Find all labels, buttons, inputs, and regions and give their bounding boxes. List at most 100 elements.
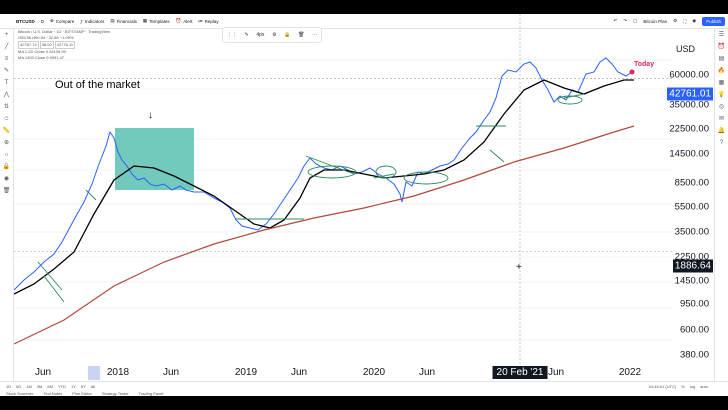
- pattern-icon[interactable]: ⋀: [4, 92, 9, 98]
- eye-icon[interactable]: ◉: [3, 176, 10, 182]
- ideas-icon[interactable]: 💡: [717, 92, 726, 98]
- indicators-label: Indicators: [84, 18, 105, 24]
- drag-handle-icon[interactable]: ⋮⋮: [226, 32, 237, 38]
- time-tick: 2020: [362, 367, 386, 378]
- panel-tab[interactable]: Strategy Tester: [101, 391, 129, 396]
- settings-icon[interactable]: ⚙: [673, 18, 678, 23]
- timeframe-button[interactable]: 3M: [36, 384, 43, 389]
- alert-button[interactable]: ⏰ Alert: [176, 18, 193, 24]
- legend-tag: 38.00: [39, 41, 54, 49]
- replay-label: Replay: [204, 18, 219, 24]
- calendar-icon[interactable]: ▦: [718, 80, 725, 86]
- text-icon[interactable]: T: [4, 80, 9, 86]
- timeframe-button[interactable]: 1D: [6, 384, 12, 389]
- price-tick: 14500.00: [669, 148, 709, 160]
- timeframe-button[interactable]: 1Y: [70, 384, 76, 389]
- top-toolbar-right: ↶ ↷ ▢ Bitcoin Plan ⚙ ⛶ ◉ Publish: [614, 14, 728, 28]
- ruler-icon[interactable]: 📏: [2, 128, 11, 134]
- brush-icon[interactable]: ✎: [3, 68, 10, 74]
- price-chart[interactable]: + ↓ Today: [14, 14, 672, 366]
- trendline-icon[interactable]: ╱: [4, 44, 9, 50]
- financials-label: Financials: [116, 18, 137, 24]
- alarm-clock-icon: ⏰: [175, 18, 182, 23]
- icons-icon[interactable]: ☺: [3, 116, 10, 122]
- fib-icon[interactable]: ≡: [4, 56, 9, 62]
- plan-button[interactable]: Bitcoin Plan: [643, 18, 668, 24]
- price-tick: 600.00: [679, 324, 709, 336]
- trash-icon[interactable]: 🗑: [2, 188, 11, 194]
- time-axis[interactable]: Jun 2018 Jun 2019 Jun 2020 Jun Jun 2022 20 Feb '2…: [14, 366, 672, 382]
- watchlist-icon[interactable]: ☰: [718, 32, 725, 38]
- green-circle-annotation: [375, 165, 397, 179]
- hotlist-icon[interactable]: 🔥: [717, 68, 726, 74]
- alerts-icon[interactable]: ⏰: [717, 44, 726, 50]
- pencil-icon[interactable]: ✎: [244, 32, 249, 38]
- time-tick: Jun: [290, 367, 308, 378]
- green-circle-annotation: [403, 171, 449, 185]
- prediction-icon[interactable]: ⇅: [3, 104, 10, 110]
- green-trendline: [489, 149, 505, 163]
- drawing-settings-toolbar: ⋮⋮ ✎ 4px ⚙ 🔒 🗑 ⋯: [222, 27, 322, 43]
- panel-tab[interactable]: Pine Editor: [72, 391, 92, 396]
- timeframe-button[interactable]: 5D: [16, 384, 22, 389]
- templates-button[interactable]: ▦ Templates: [143, 18, 170, 24]
- time-tick: Jun: [162, 367, 180, 378]
- compare-label: Compare: [55, 18, 75, 24]
- timeframe-button[interactable]: All: [90, 384, 96, 389]
- layout-icon[interactable]: ▢: [633, 18, 638, 23]
- replay-button[interactable]: ⏮ Replay: [199, 19, 219, 24]
- publish-button[interactable]: Publish: [702, 16, 725, 26]
- crosshair-date-label: 20 Feb '21: [492, 366, 548, 379]
- price-tick: 5500.00: [674, 201, 709, 213]
- long-moving-average: [14, 125, 635, 345]
- more-icon[interactable]: ⋯: [312, 32, 318, 38]
- timeframe-button[interactable]: 1M: [26, 384, 32, 389]
- plus-icon: ⊕: [50, 18, 54, 23]
- timeframe-button[interactable]: 6M: [47, 384, 53, 389]
- panel-tab[interactable]: Stock Screener: [6, 391, 34, 396]
- settings-icon[interactable]: ⚙: [272, 32, 277, 38]
- timeframe-buttons: 1D 5D 1M 3M 6M YTD 1Y 5Y All: [6, 384, 95, 389]
- time-range-highlight: [88, 366, 100, 380]
- time-tick: Jun: [418, 367, 436, 378]
- trash-icon[interactable]: 🗑: [298, 32, 305, 38]
- financials-button[interactable]: ▤ Financials: [110, 18, 137, 24]
- data-window-icon[interactable]: ▤: [718, 56, 725, 62]
- lock-icon[interactable]: 🔒: [2, 164, 11, 170]
- panel-tab[interactable]: Trading Panel: [138, 391, 164, 396]
- indicators-button[interactable]: ƒ Indicators: [80, 19, 104, 24]
- clock-readout[interactable]: 04:45:01 (UTC): [648, 384, 677, 389]
- replay-icon: ⏮: [198, 18, 203, 24]
- redo-icon[interactable]: ↷: [623, 18, 628, 23]
- price-axis[interactable]: 60000.00 35000.00 22500.00 14500.00 8500.00 5…: [667, 29, 713, 381]
- top-toolbar: BTCUSD D ⊕ Compare ƒ Indicators ▤ Financial…: [0, 14, 728, 29]
- price-tick: 22500.00: [669, 123, 709, 135]
- timeframe-button[interactable]: 5Y: [80, 384, 86, 389]
- lock-icon[interactable]: 🔒: [284, 32, 291, 38]
- interval-button[interactable]: D: [40, 18, 44, 24]
- price-series-line: [14, 57, 633, 291]
- line-width-button[interactable]: 4px: [256, 32, 265, 38]
- time-tick: Jun: [34, 367, 52, 378]
- magnet-icon[interactable]: ∩: [4, 152, 9, 158]
- help-icon[interactable]: ?: [719, 140, 724, 146]
- legend-title: Bitcoin / U.S. Dollar · 1D · BITSTAMP · …: [18, 29, 111, 34]
- auto-toggle[interactable]: auto: [700, 384, 708, 389]
- green-trendline: [305, 155, 355, 175]
- camera-icon[interactable]: ◉: [692, 18, 697, 23]
- price-tick: 8500.00: [674, 177, 709, 189]
- notifications-icon[interactable]: 🔔: [717, 128, 726, 134]
- timeframe-button[interactable]: YTD: [57, 384, 66, 389]
- fullscreen-icon[interactable]: ⛶: [683, 18, 687, 24]
- log-toggle[interactable]: log: [689, 384, 696, 389]
- zoom-icon[interactable]: ⊕: [3, 140, 10, 146]
- compare-button[interactable]: ⊕ Compare: [50, 18, 74, 24]
- symbol-search[interactable]: BTCUSD: [16, 18, 35, 24]
- percent-toggle[interactable]: %: [681, 384, 685, 389]
- undo-icon[interactable]: ↶: [613, 18, 618, 23]
- crosshair-icon[interactable]: +: [4, 32, 9, 38]
- panel-tab[interactable]: Text Notes: [43, 391, 63, 396]
- streams-icon[interactable]: ◎: [718, 104, 725, 110]
- time-tick: 2022: [618, 367, 642, 378]
- chats-icon[interactable]: ✉: [718, 116, 725, 122]
